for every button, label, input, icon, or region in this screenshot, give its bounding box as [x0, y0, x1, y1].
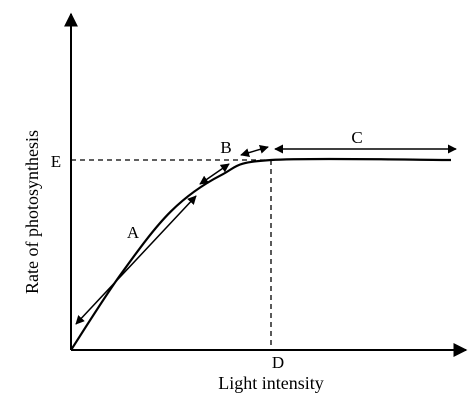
annotation-label-b: B [220, 138, 231, 157]
annotation-label-a: A [127, 223, 140, 242]
series-line [70, 157, 452, 351]
x-tick-label: D [272, 353, 284, 372]
annotation-arrow-b-2 [240, 144, 269, 158]
y-tick-label: E [51, 152, 61, 171]
y-axis-label: Rate of photosynthesis [22, 130, 42, 294]
annotation-arrow-b [199, 163, 230, 185]
annotation-arrow-a [75, 195, 197, 325]
x-axis-label: Light intensity [218, 373, 324, 393]
annotation-label-c: C [351, 128, 362, 147]
